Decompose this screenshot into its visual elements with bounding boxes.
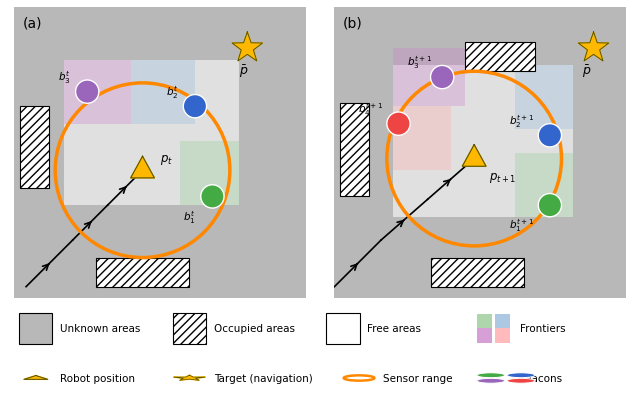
Text: $b_3^{t+1}$: $b_3^{t+1}$ xyxy=(407,54,433,71)
Circle shape xyxy=(431,66,454,90)
Bar xyxy=(431,258,524,287)
Circle shape xyxy=(477,378,505,383)
Bar xyxy=(495,314,510,328)
Circle shape xyxy=(201,185,224,209)
Text: Robot position: Robot position xyxy=(60,373,135,383)
Circle shape xyxy=(477,373,505,378)
Bar xyxy=(20,107,49,188)
Bar xyxy=(64,61,239,206)
Text: $b_1^t$: $b_1^t$ xyxy=(183,209,196,225)
Bar xyxy=(515,153,573,217)
Bar xyxy=(180,142,239,206)
Polygon shape xyxy=(232,33,262,62)
Bar xyxy=(96,258,189,287)
Polygon shape xyxy=(579,33,609,62)
Circle shape xyxy=(76,81,99,104)
Circle shape xyxy=(387,113,410,136)
Text: $b_4^{t+1}$: $b_4^{t+1}$ xyxy=(358,101,383,118)
Circle shape xyxy=(183,95,207,119)
Text: $p_{t+1}$: $p_{t+1}$ xyxy=(489,171,516,184)
Text: Free areas: Free areas xyxy=(367,324,421,333)
Bar xyxy=(340,104,369,197)
Polygon shape xyxy=(131,157,154,178)
Bar xyxy=(477,314,492,328)
Bar xyxy=(64,61,131,124)
Text: $p_t$: $p_t$ xyxy=(160,153,173,167)
Circle shape xyxy=(507,373,535,378)
Circle shape xyxy=(538,194,561,217)
Circle shape xyxy=(538,124,561,148)
Text: $b_2^{t+1}$: $b_2^{t+1}$ xyxy=(509,112,534,129)
Text: Unknown areas: Unknown areas xyxy=(60,324,141,333)
Polygon shape xyxy=(462,145,486,167)
Text: Frontiers: Frontiers xyxy=(520,324,565,333)
Bar xyxy=(477,328,492,343)
Bar xyxy=(131,61,195,124)
Bar xyxy=(19,313,52,344)
Text: $b_1^{t+1}$: $b_1^{t+1}$ xyxy=(509,217,534,234)
Bar xyxy=(393,49,465,107)
Bar xyxy=(326,313,360,344)
Bar xyxy=(393,107,451,171)
Circle shape xyxy=(507,378,535,383)
Bar xyxy=(495,328,510,343)
Text: $b_3^t$: $b_3^t$ xyxy=(58,69,71,86)
Text: $b_2^t$: $b_2^t$ xyxy=(166,83,179,100)
Text: Target (navigation): Target (navigation) xyxy=(214,373,312,383)
Polygon shape xyxy=(24,375,48,380)
Text: (b): (b) xyxy=(343,17,363,31)
Bar xyxy=(173,313,206,344)
Text: Sensor range: Sensor range xyxy=(383,373,453,383)
Bar xyxy=(393,66,573,217)
Text: $\bar{p}$: $\bar{p}$ xyxy=(239,63,248,80)
Text: Occupied areas: Occupied areas xyxy=(214,324,295,333)
Text: $\bar{p}$: $\bar{p}$ xyxy=(582,63,591,80)
Text: Beacons: Beacons xyxy=(518,373,562,383)
Text: (a): (a) xyxy=(23,17,43,31)
Bar xyxy=(465,43,535,72)
Bar xyxy=(515,66,573,130)
Polygon shape xyxy=(173,375,205,380)
